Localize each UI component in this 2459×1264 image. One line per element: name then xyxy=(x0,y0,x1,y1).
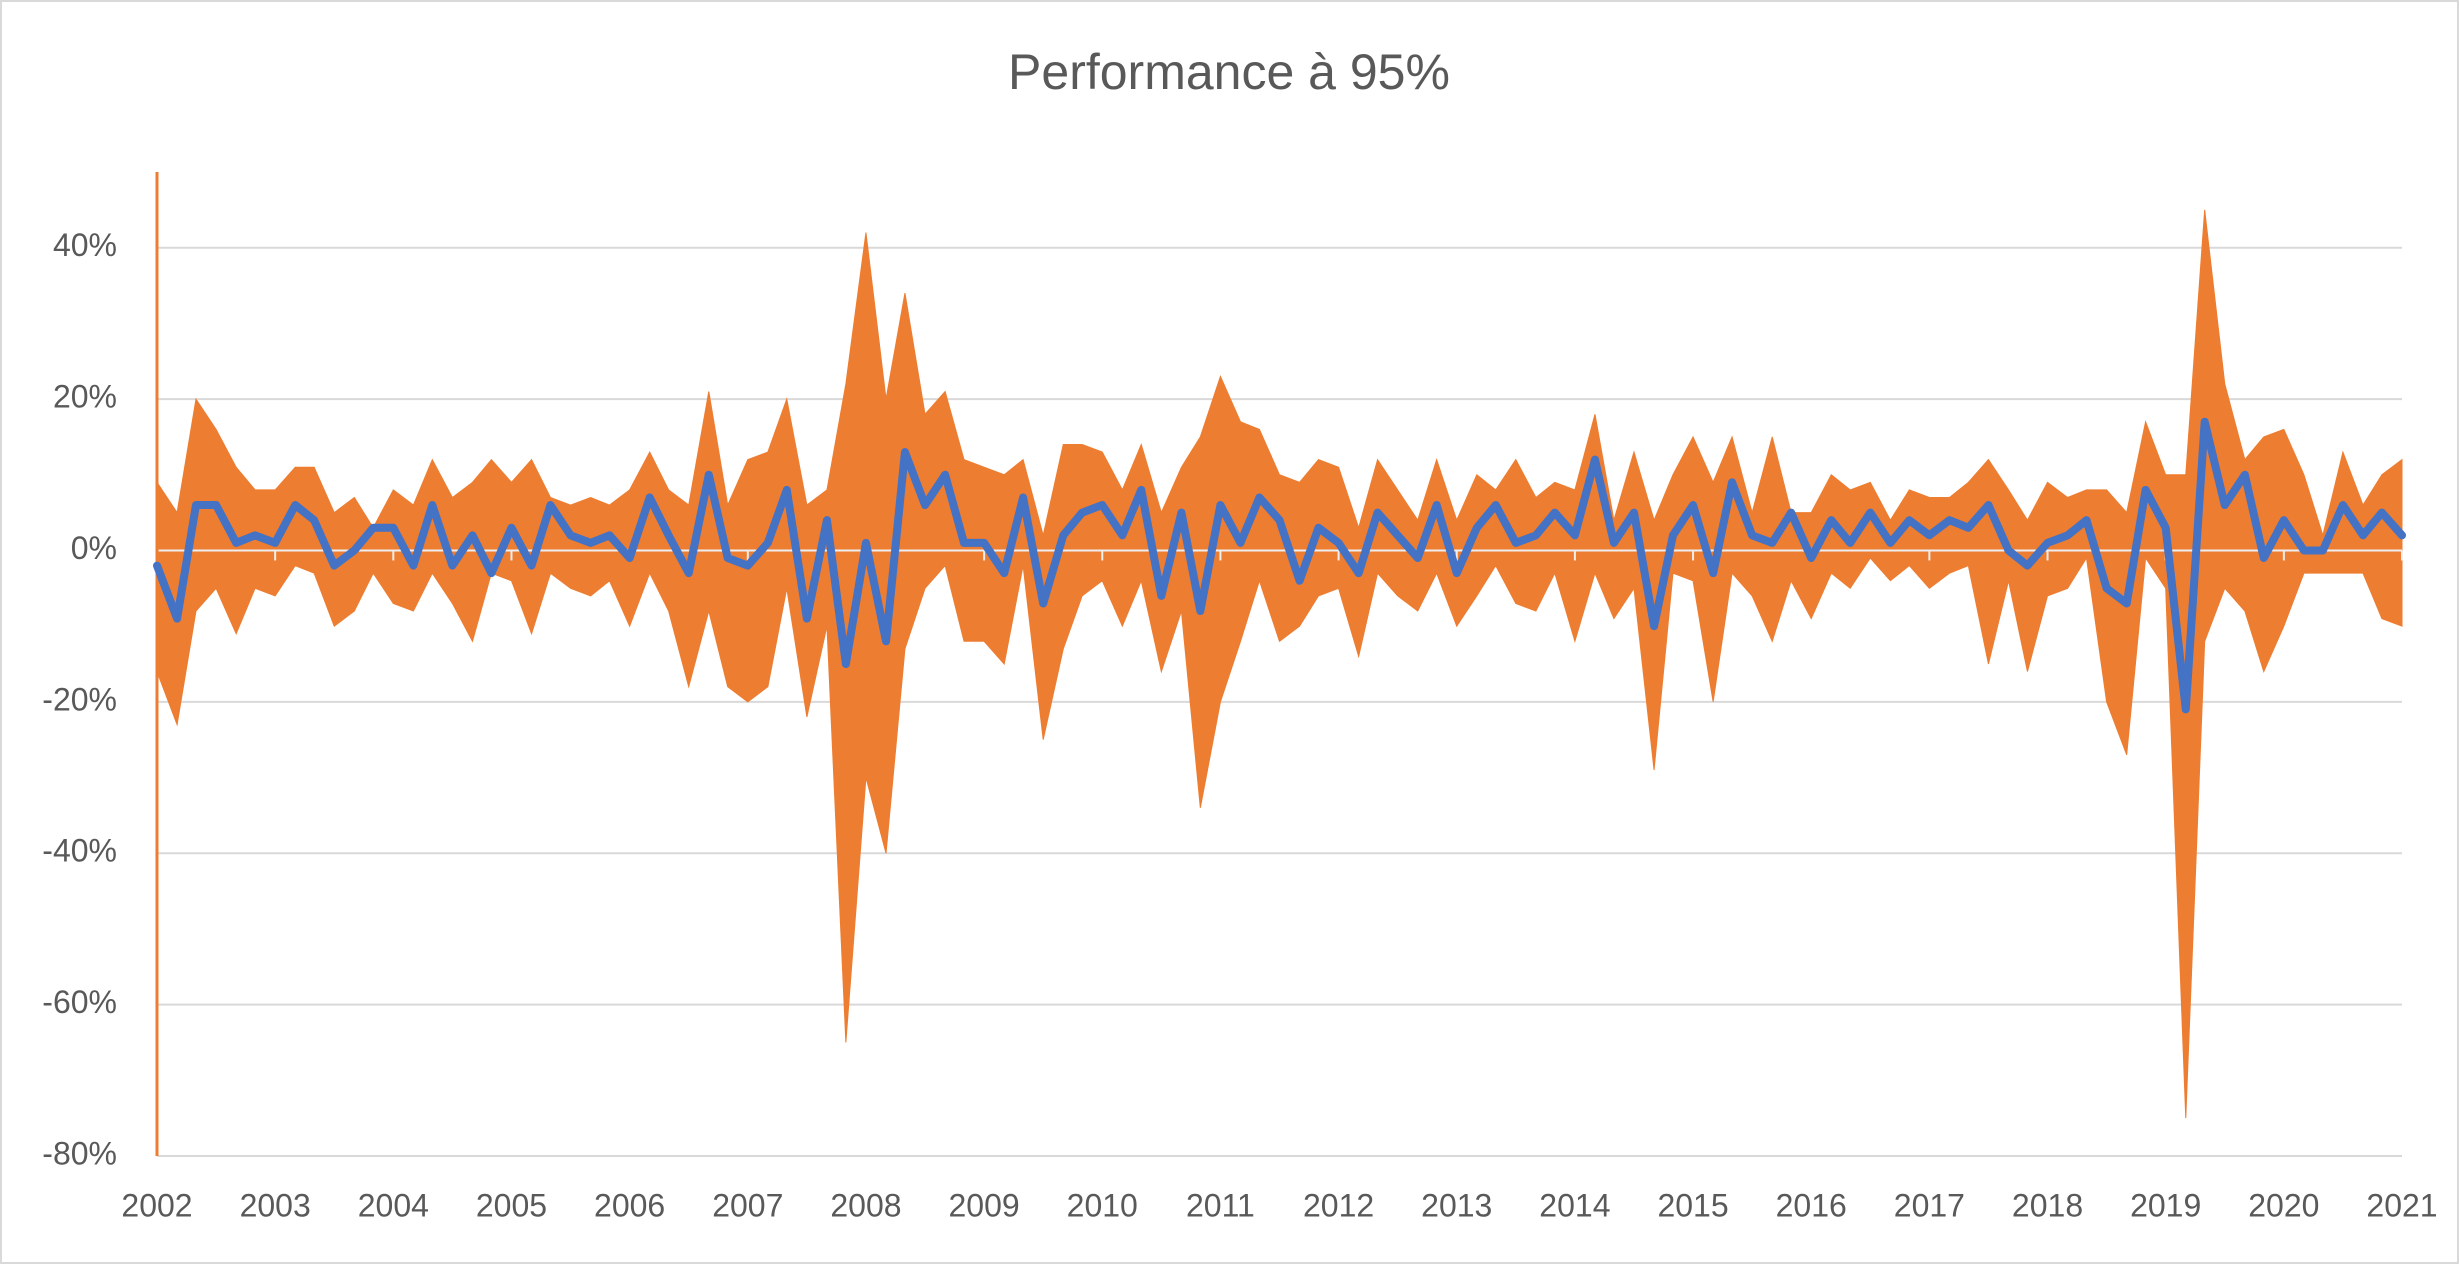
y-tick-label: -20% xyxy=(42,681,117,717)
x-tick-label: 2005 xyxy=(476,1187,547,1223)
x-tick-label: 2014 xyxy=(1539,1187,1610,1223)
x-tick-label: 2021 xyxy=(2366,1187,2437,1223)
y-tick-label: 0% xyxy=(71,530,117,566)
x-tick-label: 2017 xyxy=(1894,1187,1965,1223)
x-tick-label: 2013 xyxy=(1421,1187,1492,1223)
x-tick-label: 2006 xyxy=(594,1187,665,1223)
confidence-band xyxy=(156,209,2403,1119)
x-tick-label: 2015 xyxy=(1657,1187,1728,1223)
y-tick-label: -60% xyxy=(42,984,117,1020)
y-tick-label: 20% xyxy=(53,379,117,415)
x-tick-label: 2007 xyxy=(712,1187,783,1223)
x-tick-label: 2016 xyxy=(1776,1187,1847,1223)
y-tick-label: -80% xyxy=(42,1135,117,1171)
y-tick-label: -40% xyxy=(42,833,117,869)
x-tick-label: 2018 xyxy=(2012,1187,2083,1223)
x-tick-label: 2019 xyxy=(2130,1187,2201,1223)
x-tick-label: 2012 xyxy=(1303,1187,1374,1223)
chart-title: Performance à 95% xyxy=(1008,44,1450,100)
x-tick-label: 2008 xyxy=(830,1187,901,1223)
y-tick-label: 40% xyxy=(53,227,117,263)
mean-line xyxy=(153,417,2406,714)
x-tick-label: 2002 xyxy=(121,1187,192,1223)
x-tick-label: 2009 xyxy=(949,1187,1020,1223)
x-tick-label: 2020 xyxy=(2248,1187,2319,1223)
x-tick-label: 2010 xyxy=(1067,1187,1138,1223)
x-tick-label: 2003 xyxy=(240,1187,311,1223)
x-tick-label: 2011 xyxy=(1186,1187,1255,1223)
x-tick-label: 2004 xyxy=(358,1187,429,1223)
